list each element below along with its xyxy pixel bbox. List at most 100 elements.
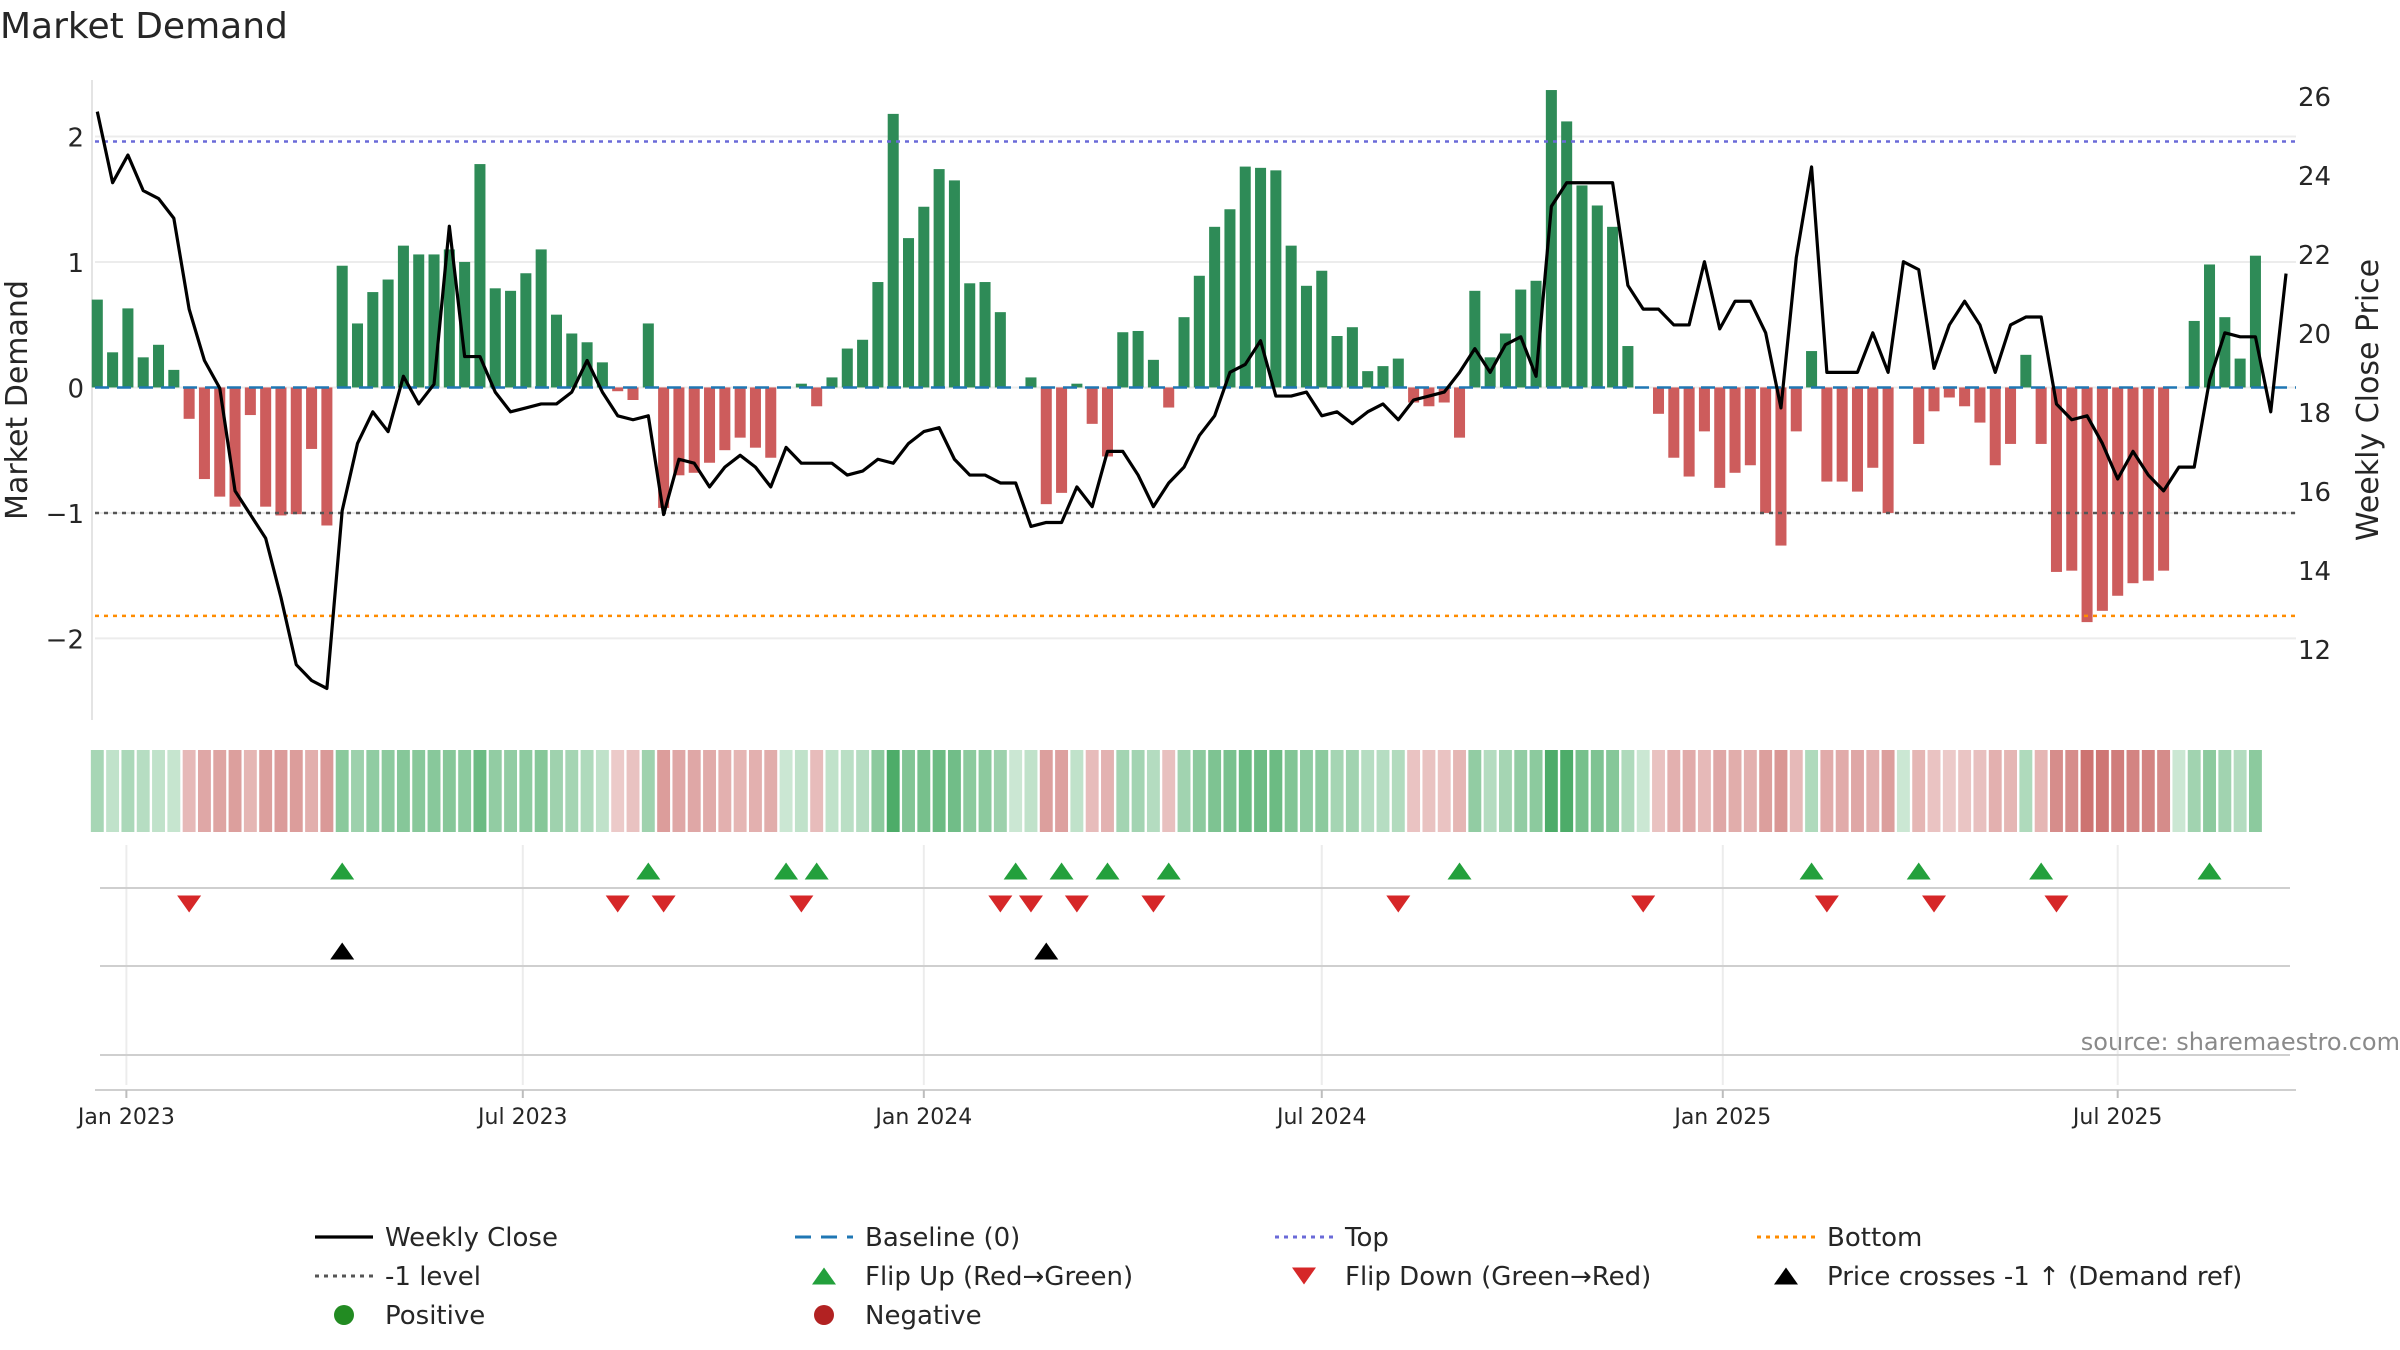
- demand-bar-positive: [903, 238, 915, 388]
- heat-cell: [2233, 750, 2247, 832]
- heat-cell: [550, 750, 563, 832]
- heat-cell: [1407, 750, 1421, 832]
- heat-cell: [1162, 750, 1176, 832]
- flip-down-marker: [1386, 895, 1411, 913]
- demand-bar-negative: [2066, 387, 2078, 571]
- legend-label: -1 level: [385, 1262, 481, 1292]
- legend-swatch: [814, 1305, 834, 1325]
- legend-item: Flip Down (Green→Red): [1292, 1262, 1651, 1292]
- demand-bar-negative: [1056, 387, 1068, 493]
- demand-bar-positive: [474, 164, 486, 388]
- flip-down-marker: [177, 895, 202, 913]
- flip-up-marker: [1906, 862, 1931, 880]
- heat-cell: [152, 750, 165, 832]
- demand-bar-negative: [1836, 387, 1848, 482]
- heat-cell: [1851, 750, 1864, 832]
- heat-cell: [1208, 750, 1222, 832]
- y2-tick-label: 24: [2298, 162, 2331, 192]
- flip-up-marker: [330, 862, 355, 880]
- demand-bar-positive: [1331, 336, 1343, 388]
- heat-cell: [1697, 750, 1711, 832]
- legend-swatch: [334, 1305, 354, 1325]
- heat-cell: [1590, 750, 1604, 832]
- demand-bar-positive: [581, 342, 593, 388]
- demand-bar-positive: [1392, 358, 1404, 388]
- demand-bar-positive: [168, 369, 180, 388]
- demand-bar-negative: [1744, 387, 1756, 466]
- demand-bar-positive: [428, 254, 440, 388]
- demand-bar-negative: [275, 387, 287, 516]
- flip-down-marker: [605, 895, 630, 913]
- demand-bar-negative: [1913, 387, 1925, 444]
- heat-cell: [1544, 750, 1558, 832]
- heat-cell: [1376, 750, 1390, 832]
- heat-cell: [2141, 750, 2155, 832]
- heat-cell: [2050, 750, 2063, 832]
- flip-up-marker: [2029, 862, 2054, 880]
- demand-bar-positive: [1193, 275, 1205, 388]
- legend-label: Positive: [385, 1301, 485, 1331]
- demand-bar-negative: [2035, 387, 2047, 444]
- price-cross-marker: [330, 942, 355, 960]
- demand-bar-positive: [2188, 320, 2200, 388]
- heat-cell: [2080, 750, 2094, 832]
- heat-cell: [458, 750, 472, 832]
- heat-cell: [810, 750, 824, 832]
- demand-bar-positive: [1591, 205, 1603, 388]
- heat-cell: [1789, 750, 1803, 832]
- flip-up-marker: [1003, 862, 1028, 880]
- demand-bar-negative: [1943, 387, 1955, 398]
- demand-bar-positive: [489, 288, 501, 388]
- demand-bar-negative: [183, 387, 195, 419]
- heat-cell: [687, 750, 701, 832]
- demand-bar-positive: [1071, 383, 1083, 388]
- flip-down-marker: [651, 895, 676, 913]
- demand-bar-positive: [1270, 170, 1282, 388]
- demand-bar-negative: [2096, 387, 2108, 611]
- legend-swatch: [812, 1267, 836, 1285]
- heat-cell: [504, 750, 518, 832]
- demand-bar-negative: [1974, 387, 1986, 423]
- demand-bar-positive: [1255, 167, 1267, 388]
- heat-cell: [90, 750, 104, 832]
- heat-cell: [1315, 750, 1329, 832]
- demand-heat-strip: [90, 750, 2262, 832]
- flip-up-marker: [1049, 862, 1074, 880]
- demand-bar-negative: [1408, 387, 1420, 403]
- heat-cell: [1759, 750, 1773, 832]
- flip-up-marker: [804, 862, 829, 880]
- demand-bar-positive: [1132, 330, 1144, 388]
- flip-down-marker: [1018, 895, 1043, 913]
- heat-cell: [2187, 750, 2201, 832]
- demand-bar-positive: [122, 308, 134, 388]
- demand-bar-positive: [1224, 209, 1236, 388]
- heat-cell: [1988, 750, 2002, 832]
- heat-cell: [1958, 750, 1972, 832]
- demand-bar-negative: [1867, 387, 1879, 468]
- heat-cell: [825, 750, 839, 832]
- demand-bar-negative: [734, 387, 746, 438]
- heat-cell: [902, 750, 915, 832]
- demand-bar-positive: [382, 279, 394, 388]
- y2-tick-label: 12: [2298, 636, 2331, 666]
- heat-cell: [2203, 750, 2216, 832]
- heat-cell: [1483, 750, 1497, 832]
- y2-axis-label: Weekly Close Price: [2351, 259, 2386, 541]
- heat-cell: [1927, 750, 1941, 832]
- heat-cell: [1835, 750, 1849, 832]
- flip-down-marker: [2044, 895, 2069, 913]
- legend: Weekly Close Baseline (0) Top Bottom -1 leve…: [315, 1223, 2242, 1331]
- legend-item: Flip Up (Red→Green): [812, 1262, 1133, 1292]
- demand-bar-positive: [459, 261, 471, 388]
- heat-cell: [366, 750, 380, 832]
- demand-bar-negative: [658, 387, 670, 508]
- demand-bar-negative: [1086, 387, 1098, 424]
- demand-bar-positive: [153, 344, 165, 388]
- demand-bar-positive: [2020, 354, 2032, 388]
- demand-bar-negative: [1959, 387, 1971, 407]
- flip-down-marker: [1922, 895, 1947, 913]
- heat-cell: [473, 750, 487, 832]
- demand-bar-positive: [1545, 90, 1557, 388]
- heat-cell: [351, 750, 364, 832]
